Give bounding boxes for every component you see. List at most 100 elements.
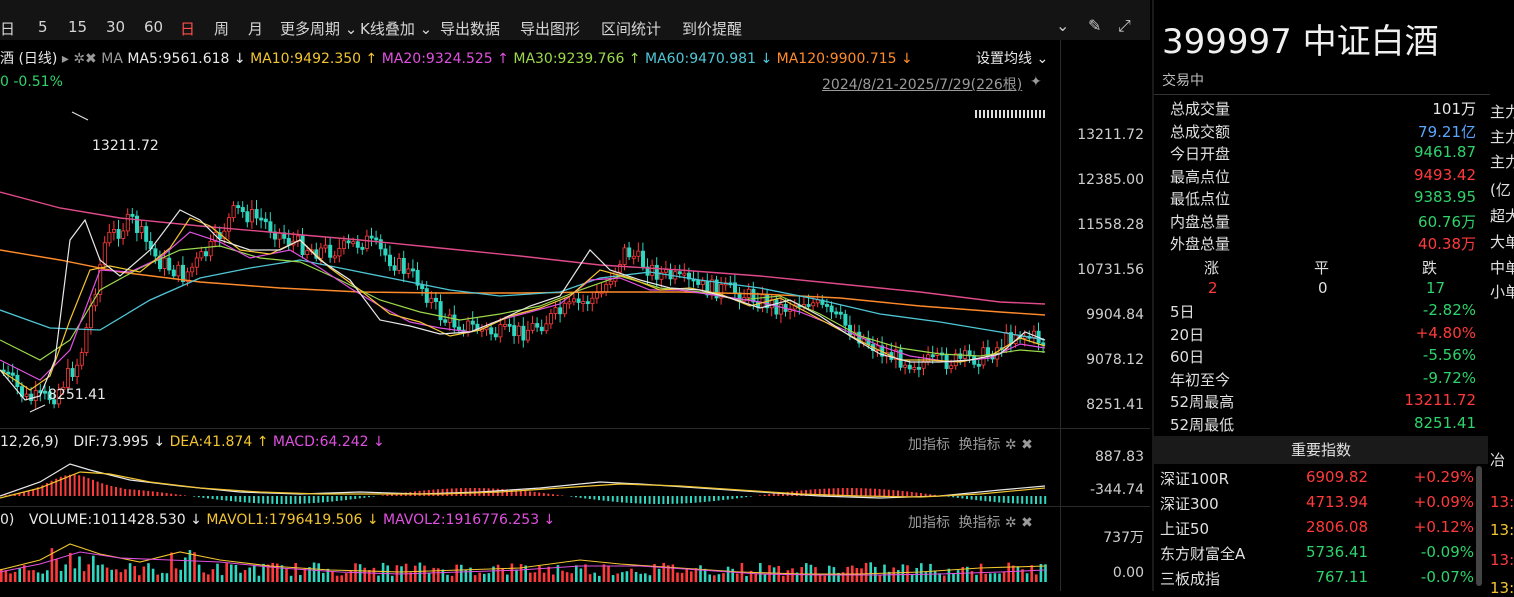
candle-body bbox=[439, 302, 442, 320]
candle-body bbox=[103, 243, 106, 265]
tab-15min[interactable]: 15 bbox=[68, 18, 87, 36]
candle-body bbox=[379, 240, 382, 249]
index-change: +0.09% bbox=[1414, 493, 1474, 511]
candle-body bbox=[595, 293, 598, 299]
tab-daily-cut[interactable]: 日 bbox=[0, 18, 15, 39]
tab-60min[interactable]: 60 bbox=[144, 18, 163, 36]
close-icon[interactable]: ✖ bbox=[85, 51, 97, 67]
collapse-circle-icon[interactable]: ⌄ bbox=[1056, 16, 1069, 35]
macd-bar bbox=[442, 489, 444, 496]
candle-body bbox=[536, 323, 539, 327]
macd-bar bbox=[354, 496, 356, 499]
candle-body bbox=[632, 256, 635, 258]
candle-body bbox=[200, 252, 203, 258]
volume-bar bbox=[948, 569, 951, 582]
volume-bar bbox=[446, 575, 449, 582]
macd-bar bbox=[750, 496, 752, 497]
edge-label: 主力 bbox=[1490, 101, 1514, 122]
candle-body bbox=[163, 258, 166, 269]
volume-bar bbox=[14, 572, 17, 582]
dif-value: DIF:73.995 bbox=[73, 434, 149, 450]
volume-bar bbox=[713, 575, 716, 582]
macd-bar bbox=[258, 496, 260, 503]
edge-label: 13: bbox=[1490, 521, 1514, 539]
candle-body bbox=[669, 270, 672, 279]
gear-icon[interactable]: ✲ bbox=[1005, 515, 1021, 531]
date-range[interactable]: 2024/8/21-2025/7/29(226根) bbox=[822, 74, 1022, 94]
close-icon[interactable]: ✖ bbox=[1021, 437, 1033, 453]
tab-weekly[interactable]: 周 bbox=[214, 18, 229, 39]
ma-legend: 酒 (日线) ▸ ✲✖ MA MA5:9561.618 ↓ MA10:9492.… bbox=[0, 48, 913, 68]
kline-chart-area[interactable]: 酒 (日线) ▸ ✲✖ MA MA5:9561.618 ↓ MA10:9492.… bbox=[0, 40, 1150, 591]
volume-bar bbox=[488, 573, 491, 582]
macd-bar bbox=[129, 489, 131, 496]
kline-overlay-dropdown[interactable]: K线叠加 ⌄ bbox=[360, 18, 432, 39]
candle-body bbox=[568, 302, 571, 304]
close-icon[interactable]: ✖ bbox=[1021, 515, 1033, 531]
volume-bar bbox=[879, 574, 882, 582]
pin-icon[interactable]: ✦ bbox=[1030, 74, 1042, 90]
switch-indicator-button[interactable]: 换指标 bbox=[958, 515, 1000, 531]
candle-body bbox=[628, 248, 631, 257]
candle-body bbox=[678, 272, 681, 274]
interval-stats-button[interactable]: 区间统计 bbox=[601, 18, 661, 39]
export-data-button[interactable]: 导出数据 bbox=[440, 18, 500, 39]
macd-bar bbox=[593, 496, 595, 500]
volume-bar bbox=[584, 564, 587, 582]
candle-body bbox=[11, 373, 14, 375]
add-indicator-button[interactable]: 加指标 bbox=[908, 515, 950, 531]
volume-bar bbox=[994, 573, 997, 582]
candle-body bbox=[844, 314, 847, 325]
stat-label: 总成交量 bbox=[1170, 98, 1230, 119]
index-price: 5736.41 bbox=[1306, 543, 1368, 561]
candle-body bbox=[430, 298, 433, 302]
macd-bar bbox=[138, 490, 140, 496]
tab-5min[interactable]: 5 bbox=[38, 18, 48, 36]
tab-30min[interactable]: 30 bbox=[106, 18, 125, 36]
arrow-up-icon: ↑ bbox=[252, 434, 273, 450]
macd-bar bbox=[193, 496, 195, 497]
macd-bar bbox=[368, 496, 370, 497]
gear-icon[interactable]: ✲ bbox=[73, 51, 85, 67]
volume-bar bbox=[823, 576, 826, 582]
brush-icon[interactable]: ✎ bbox=[1088, 16, 1101, 35]
index-scrollbar[interactable] bbox=[1476, 466, 1482, 586]
tab-monthly[interactable]: 月 bbox=[248, 18, 263, 39]
volume-bar bbox=[580, 568, 583, 582]
switch-indicator-button[interactable]: 换指标 bbox=[958, 437, 1000, 453]
macd-bar bbox=[529, 491, 531, 496]
volume-bar bbox=[534, 572, 537, 582]
edge-label: 13: bbox=[1490, 551, 1514, 569]
fullscreen-icon[interactable]: ⤢ bbox=[1118, 16, 1131, 36]
export-graph-button[interactable]: 导出图形 bbox=[520, 18, 580, 39]
candle-body bbox=[531, 323, 534, 330]
volume-bar bbox=[451, 576, 454, 582]
candle-body bbox=[591, 298, 594, 303]
more-periods-dropdown[interactable]: 更多周期 ⌄ bbox=[280, 18, 357, 39]
candle-body bbox=[637, 251, 640, 256]
set-ma-dropdown[interactable]: 设置均线 ⌄ bbox=[976, 48, 1048, 68]
volume-bar bbox=[9, 573, 12, 582]
volume-bar bbox=[18, 568, 21, 582]
volume-bar bbox=[69, 553, 72, 582]
chevron-down-icon: ⌄ bbox=[1032, 51, 1048, 67]
period-label: 5日 bbox=[1170, 301, 1195, 322]
volume-bar bbox=[685, 569, 688, 582]
panel-divider bbox=[0, 428, 1150, 429]
candle-body bbox=[904, 365, 907, 367]
gear-icon[interactable]: ✲ bbox=[1005, 437, 1021, 453]
axis-tick: 13211.72 bbox=[1064, 127, 1150, 143]
add-indicator-button[interactable]: 加指标 bbox=[908, 437, 950, 453]
macd-bar bbox=[713, 496, 715, 501]
volume-bar bbox=[520, 564, 523, 582]
tab-daily[interactable]: 日 bbox=[180, 18, 195, 39]
price-alert-button[interactable]: 到价提醒 bbox=[682, 18, 742, 39]
macd-bar bbox=[1003, 496, 1005, 503]
macd-bar bbox=[147, 491, 149, 496]
